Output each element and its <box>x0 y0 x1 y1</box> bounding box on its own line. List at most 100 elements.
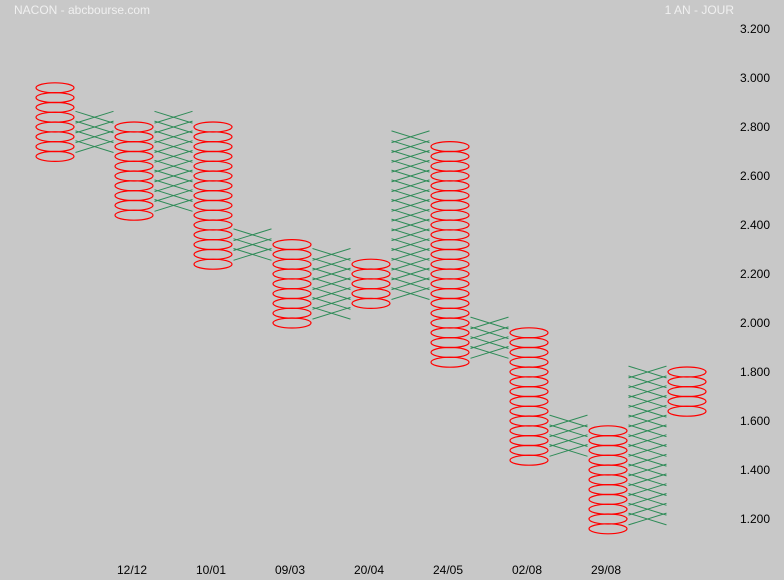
o-mark <box>114 131 154 143</box>
x-mark <box>628 395 667 408</box>
o-mark <box>35 131 75 143</box>
o-mark <box>430 209 470 221</box>
o-mark <box>272 297 312 309</box>
o-mark <box>272 278 312 290</box>
o-mark <box>509 376 549 388</box>
o-mark <box>272 258 312 270</box>
chart-title: NACON - abcbourse.com <box>14 3 151 17</box>
o-mark <box>430 297 470 309</box>
o-mark <box>588 523 628 535</box>
y-tick-label: 2.400 <box>740 218 770 232</box>
o-mark <box>430 268 470 280</box>
x-mark <box>312 306 351 320</box>
o-mark <box>509 386 549 398</box>
x-mark <box>628 424 667 438</box>
x-mark <box>312 277 351 291</box>
o-mark <box>588 503 628 515</box>
o-mark <box>588 464 628 476</box>
o-mark <box>272 288 312 300</box>
x-mark <box>75 110 114 124</box>
x-mark <box>628 512 667 526</box>
x-mark <box>312 248 351 261</box>
o-mark <box>351 288 391 300</box>
o-mark <box>509 425 549 437</box>
x-mark <box>628 414 667 428</box>
y-tick-label: 1.800 <box>740 365 770 379</box>
o-mark <box>430 180 470 192</box>
x-mark <box>154 199 193 212</box>
o-mark <box>430 346 470 358</box>
o-mark <box>430 229 470 241</box>
x-mark <box>628 453 667 467</box>
x-mark <box>628 493 667 506</box>
o-mark <box>193 258 233 270</box>
x-mark <box>391 218 430 232</box>
y-tick-label: 1.600 <box>740 414 770 428</box>
o-mark <box>193 180 233 192</box>
o-mark <box>193 160 233 172</box>
o-mark <box>272 239 312 251</box>
x-mark <box>628 444 667 457</box>
x-mark <box>391 208 430 222</box>
x-mark <box>154 130 193 144</box>
o-mark <box>35 82 75 94</box>
o-mark <box>430 337 470 349</box>
y-tick-label: 2.600 <box>740 169 770 183</box>
o-mark <box>667 405 707 417</box>
x-mark <box>628 375 667 389</box>
x-mark <box>154 150 193 163</box>
x-mark <box>628 434 667 447</box>
o-mark <box>509 435 549 447</box>
o-mark <box>430 356 470 368</box>
x-tick-label: 02/08 <box>512 563 542 577</box>
x-mark <box>391 169 430 183</box>
o-mark <box>272 307 312 319</box>
o-mark <box>667 366 707 378</box>
x-mark <box>154 110 193 124</box>
o-mark <box>351 278 391 290</box>
x-mark <box>391 189 430 202</box>
x-mark <box>391 159 430 173</box>
o-mark <box>509 444 549 456</box>
o-mark <box>430 190 470 202</box>
y-tick-label: 2.000 <box>740 316 770 330</box>
x-mark <box>154 189 193 202</box>
x-mark <box>391 287 430 300</box>
x-mark <box>628 385 667 398</box>
o-mark <box>509 415 549 427</box>
y-tick-label: 3.000 <box>740 71 770 85</box>
x-mark <box>154 179 193 193</box>
o-mark <box>193 141 233 153</box>
o-mark <box>430 317 470 329</box>
o-mark <box>193 239 233 251</box>
o-mark <box>35 101 75 114</box>
x-mark <box>391 238 430 251</box>
x-mark <box>75 120 114 134</box>
x-mark <box>391 277 430 291</box>
x-mark <box>391 140 430 153</box>
x-mark <box>628 463 667 477</box>
o-mark <box>351 268 391 280</box>
o-mark <box>193 150 233 162</box>
o-mark <box>35 150 75 162</box>
o-mark <box>193 190 233 202</box>
o-mark <box>667 376 707 388</box>
x-mark <box>312 297 351 310</box>
x-mark <box>391 179 430 193</box>
o-mark <box>430 248 470 260</box>
x-mark <box>233 228 272 242</box>
x-tick-label: 12/12 <box>117 563 147 577</box>
o-mark <box>509 395 549 407</box>
o-mark <box>588 484 628 496</box>
x-tick-label: 10/01 <box>196 563 226 577</box>
o-mark <box>272 317 312 329</box>
o-mark <box>430 219 470 231</box>
x-mark <box>549 414 588 428</box>
o-mark <box>430 141 470 153</box>
o-mark <box>272 268 312 280</box>
o-mark <box>509 405 549 417</box>
y-tick-label: 1.400 <box>740 463 770 477</box>
o-mark <box>35 111 75 123</box>
o-mark <box>588 454 628 466</box>
o-mark <box>351 297 391 309</box>
